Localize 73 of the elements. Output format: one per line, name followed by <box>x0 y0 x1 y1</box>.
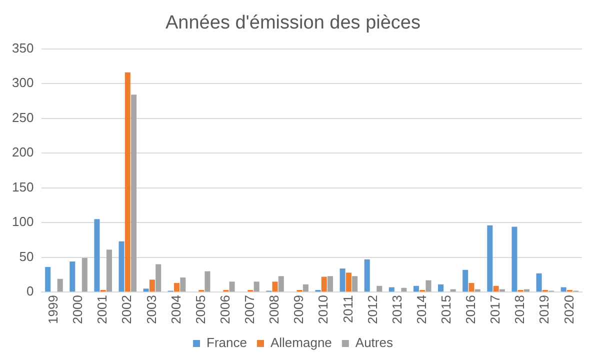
x-tick-label: 2019 <box>536 295 552 324</box>
y-tick-label: 100 <box>12 214 34 230</box>
bar <box>204 271 210 292</box>
y-tick-label: 50 <box>19 248 34 264</box>
bar <box>254 282 260 292</box>
bar <box>346 272 352 292</box>
y-tick-label: 150 <box>12 179 34 194</box>
bar <box>149 280 155 292</box>
bar <box>143 288 149 292</box>
x-tick-label: 2001 <box>94 295 110 324</box>
bar <box>302 284 308 292</box>
legend-label: France <box>206 335 247 350</box>
x-tick-label: 2018 <box>512 295 528 324</box>
bar <box>487 225 493 292</box>
bar <box>180 277 186 292</box>
x-tick-label: 2016 <box>463 295 478 324</box>
x-tick-label: 2015 <box>438 295 454 324</box>
y-tick-label: 0 <box>26 284 34 299</box>
x-tick-label: 2011 <box>340 295 356 324</box>
x-tick-label: 2000 <box>70 295 86 324</box>
bar <box>94 219 100 292</box>
bar <box>156 264 162 292</box>
x-tick-label: 2013 <box>389 295 404 324</box>
bar <box>124 72 130 292</box>
x-tick-label: 1999 <box>46 295 61 324</box>
bar <box>438 284 444 292</box>
x-tick-label: 2010 <box>316 295 331 324</box>
bar <box>278 276 284 292</box>
bar <box>106 250 112 292</box>
bar <box>340 268 346 292</box>
y-tick-label: 300 <box>12 75 34 90</box>
y-tick-label: 350 <box>12 40 34 56</box>
bar <box>462 270 468 292</box>
x-tick-label: 2012 <box>364 295 380 324</box>
bar <box>512 226 518 292</box>
x-tick-label: 2009 <box>291 295 306 324</box>
x-tick-label: 2004 <box>168 295 184 324</box>
bar <box>328 276 334 292</box>
bar <box>57 278 63 292</box>
legend-label: Autres <box>355 335 394 350</box>
bar <box>468 283 474 292</box>
bar <box>174 283 180 292</box>
x-tick-label: 2020 <box>561 295 576 324</box>
bar <box>82 258 88 292</box>
bar <box>70 261 76 292</box>
bar <box>352 276 358 292</box>
bar <box>388 287 394 292</box>
x-tick-label: 2014 <box>414 295 429 324</box>
x-tick-label: 2002 <box>119 295 134 324</box>
bar <box>413 286 419 292</box>
y-tick-label: 250 <box>12 110 34 125</box>
bar <box>560 287 566 292</box>
bar <box>364 259 370 292</box>
bar <box>229 282 235 292</box>
legend-label: Allemagne <box>270 335 332 350</box>
x-tick-label: 2017 <box>488 295 503 324</box>
x-tick-label: 2005 <box>192 295 208 324</box>
bar <box>426 280 432 292</box>
bar <box>45 267 51 292</box>
bar <box>272 282 278 292</box>
bar <box>536 273 542 292</box>
bar <box>131 94 137 292</box>
x-tick-label: 2007 <box>242 295 258 324</box>
bar <box>493 286 499 292</box>
y-tick-label: 200 <box>12 144 34 160</box>
bar <box>401 288 407 292</box>
x-tick-label: 2006 <box>217 295 232 324</box>
bar <box>321 276 327 292</box>
x-tick-label: 2008 <box>266 295 282 324</box>
bar <box>118 241 124 292</box>
bar <box>376 286 382 292</box>
chart-title: Années d'émission des pièces <box>166 12 420 34</box>
x-tick-label: 2003 <box>144 295 159 324</box>
